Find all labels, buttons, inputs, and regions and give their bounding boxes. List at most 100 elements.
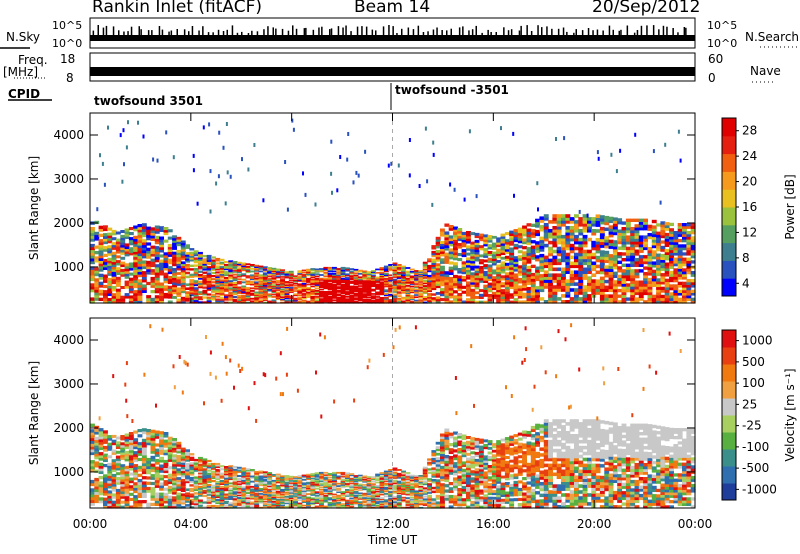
heatmap-cell	[548, 282, 553, 286]
heatmap-cell	[120, 488, 126, 492]
heatmap-cell	[401, 280, 406, 283]
heatmap-cell	[103, 290, 108, 294]
heatmap-cell	[120, 234, 126, 238]
heatmap-cell	[262, 293, 268, 295]
heatmap-cell	[643, 260, 648, 265]
heatmap-cell	[115, 455, 121, 459]
heatmap-cell	[284, 495, 290, 498]
heatmap-cell	[383, 299, 389, 302]
heatmap-cell	[219, 267, 225, 270]
heatmap-cell	[150, 237, 156, 241]
heatmap-cell	[478, 266, 484, 269]
heatmap-cell	[262, 270, 268, 272]
heatmap-cell	[310, 285, 316, 288]
heatmap-cell	[133, 487, 139, 491]
nsky-bar	[503, 27, 505, 36]
heatmap-cell	[440, 293, 445, 297]
heatmap-cell	[141, 276, 147, 280]
heatmap-cell	[435, 280, 441, 284]
heatmap-cell	[241, 296, 247, 299]
heatmap-cell	[185, 472, 190, 476]
heatmap-cell	[172, 484, 177, 488]
heatmap-cell	[608, 280, 614, 284]
heatmap-cell	[535, 288, 540, 293]
heatmap-cell	[258, 284, 264, 287]
heatmap-cell	[262, 268, 268, 271]
heatmap-cell	[193, 274, 199, 278]
heatmap-cell	[357, 283, 363, 285]
heatmap-cell	[245, 268, 251, 271]
heatmap-cell	[449, 182, 452, 187]
heatmap-cell	[535, 294, 540, 298]
heatmap-cell	[228, 268, 234, 271]
heatmap-cell	[115, 255, 121, 259]
heatmap-cell	[634, 235, 640, 239]
heatmap-cell	[249, 493, 255, 496]
heatmap-cell	[288, 276, 294, 278]
heatmap-cell	[111, 478, 117, 482]
heatmap-cell	[332, 473, 337, 475]
heatmap-cell	[595, 279, 601, 283]
heatmap-cell	[146, 457, 152, 462]
heatmap-cell	[224, 495, 229, 497]
heatmap-cell	[375, 300, 381, 303]
heatmap-cell	[634, 227, 640, 231]
heatmap-cell	[647, 289, 653, 293]
heatmap-cell	[353, 279, 359, 281]
heatmap-cell	[98, 438, 104, 442]
heatmap-cell	[483, 277, 489, 281]
heatmap-cell	[336, 272, 342, 275]
heatmap-cell	[435, 272, 441, 275]
heatmap-cell	[180, 497, 186, 501]
heatmap-cell	[141, 247, 147, 251]
heatmap-cell	[224, 493, 229, 496]
heatmap-cell	[293, 476, 298, 478]
heatmap-cell	[167, 500, 173, 504]
nsky-bar	[198, 30, 200, 36]
heatmap-cell	[146, 260, 152, 264]
heatmap-cell	[500, 266, 506, 269]
heatmap-cell	[634, 243, 640, 248]
heatmap-cell	[500, 261, 506, 265]
heatmap-cell	[172, 263, 177, 267]
heatmap-cell	[185, 459, 190, 462]
heatmap-cell	[379, 298, 385, 300]
heatmap-cell	[215, 281, 221, 284]
heatmap-cell	[115, 450, 121, 454]
heatmap-cell	[146, 295, 152, 299]
heatmap-cell	[189, 282, 195, 286]
heatmap-cell	[448, 251, 454, 255]
heatmap-cell	[133, 251, 139, 255]
heatmap-cell	[621, 294, 627, 298]
heatmap-cell	[617, 266, 623, 270]
heatmap-cell	[141, 223, 147, 227]
heatmap-cell	[435, 241, 441, 244]
heatmap-cell	[509, 235, 515, 239]
heatmap-cell	[453, 231, 458, 235]
heatmap-cell	[379, 269, 385, 272]
heatmap-cell	[254, 272, 260, 275]
heatmap-cell	[569, 246, 575, 251]
heatmap-cell	[327, 276, 333, 279]
heatmap-cell	[595, 241, 601, 245]
heatmap-cell	[353, 274, 359, 277]
heatmap-cell	[219, 270, 225, 273]
heatmap-cell	[625, 255, 631, 259]
heatmap-cell	[288, 485, 294, 488]
heatmap-cell	[241, 266, 247, 269]
heatmap-cell	[141, 452, 147, 456]
heatmap-cell	[634, 249, 640, 253]
heatmap-cell	[310, 483, 316, 486]
heatmap-cell	[677, 231, 683, 235]
heatmap-cell	[310, 477, 316, 480]
nsky-bar	[562, 27, 565, 36]
heatmap-cell	[319, 496, 324, 498]
heatmap-cell	[470, 248, 476, 252]
heatmap-cell	[379, 297, 385, 299]
heatmap-cell	[612, 231, 618, 236]
heatmap-cell	[565, 214, 571, 218]
heatmap-cell	[219, 272, 225, 275]
heatmap-cell	[293, 485, 298, 488]
heatmap-cell	[254, 501, 260, 504]
heatmap-cell	[496, 244, 502, 248]
